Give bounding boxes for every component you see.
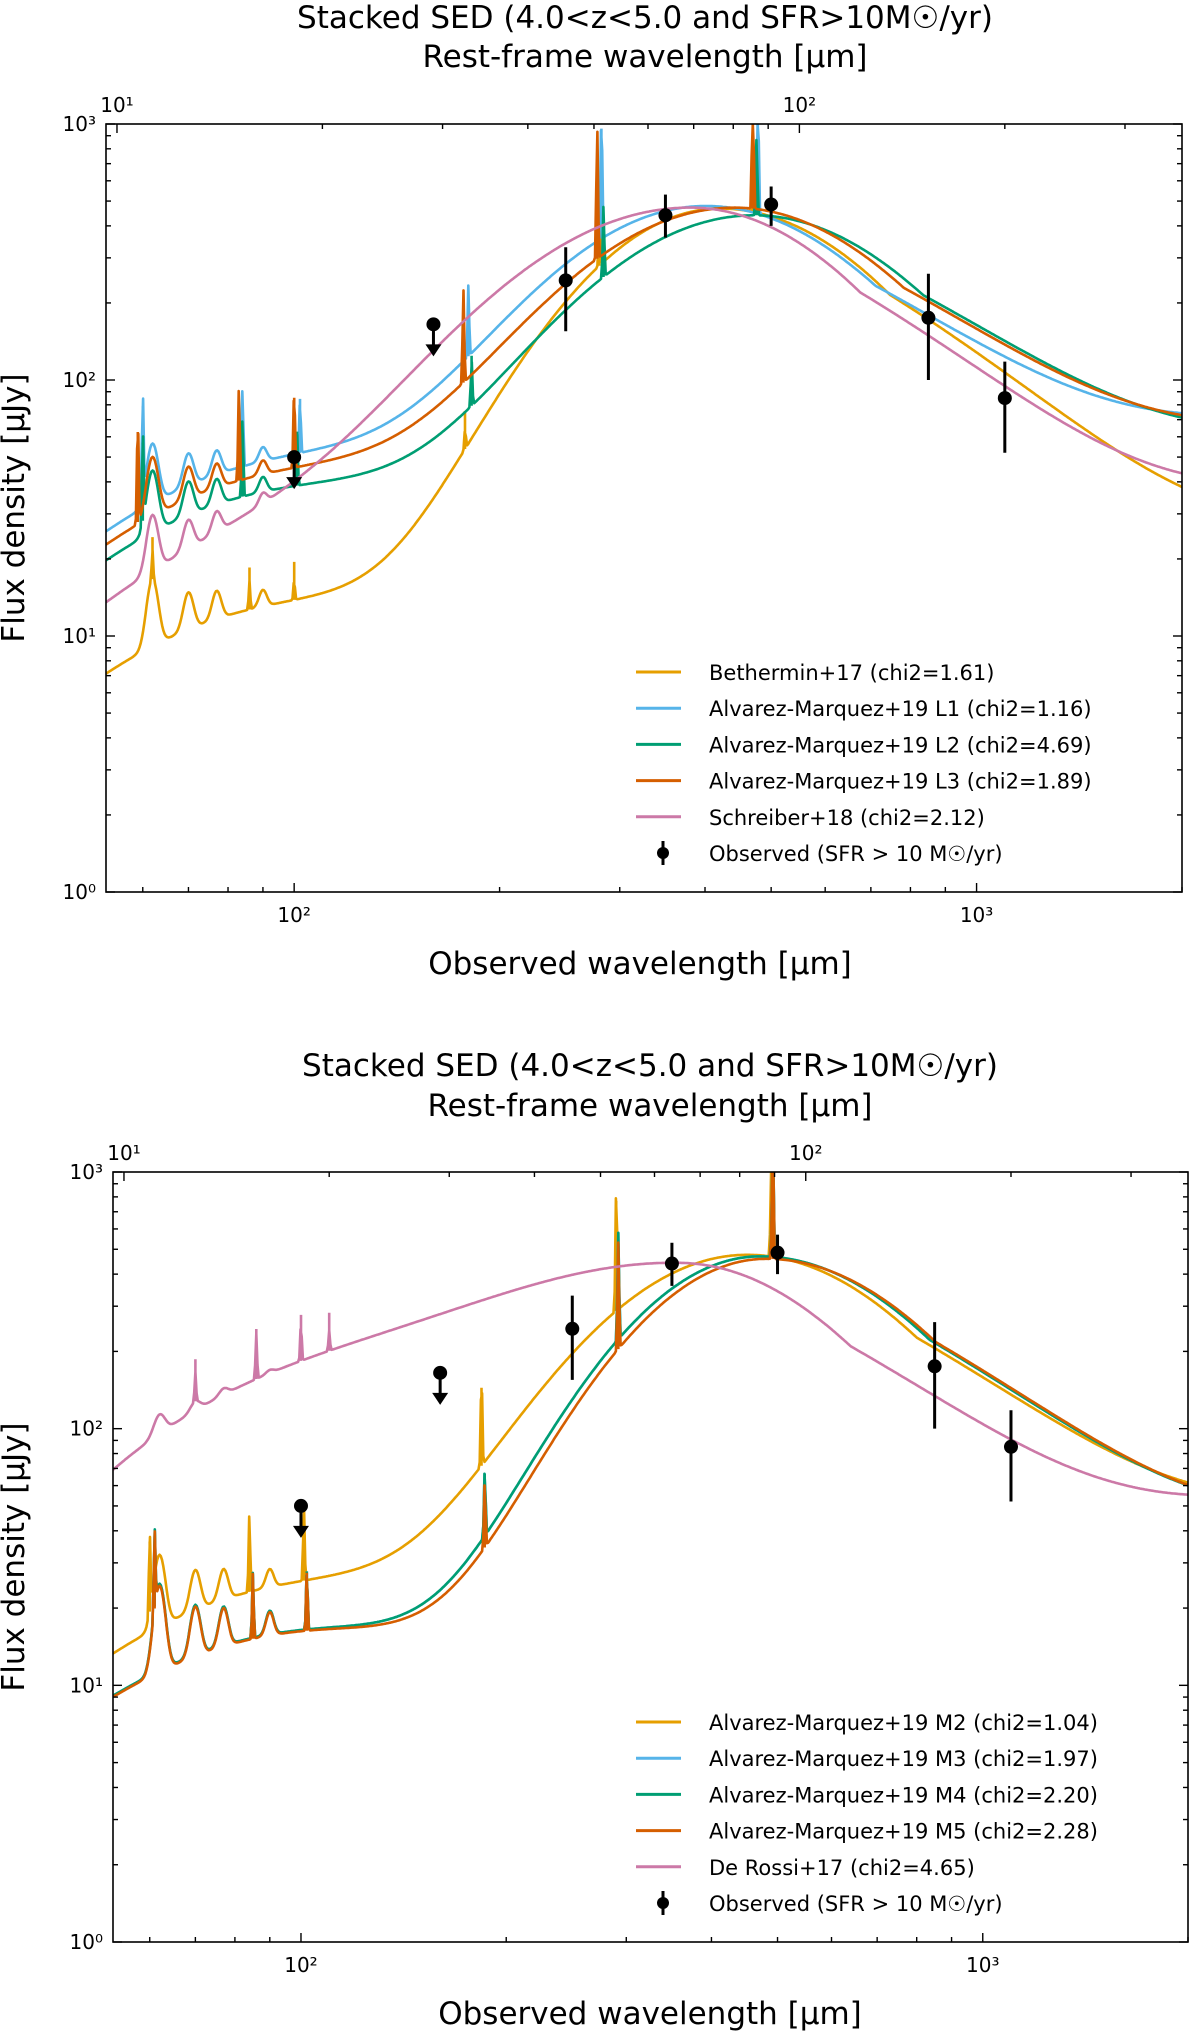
y-tick-label: 10³ [70, 1160, 103, 1184]
legend-label: Alvarez-Marquez+19 L2 (chi2=4.69) [709, 733, 1092, 757]
series-line [106, 138, 1182, 562]
upper-limit-arrow [432, 1392, 449, 1405]
top-axis-label: Rest-frame wavelength [μm] [427, 1088, 872, 1124]
legend-entry: Alvarez-Marquez+19 L3 (chi2=1.89) [636, 770, 1092, 794]
y-tick-label: 10⁰ [70, 1930, 103, 1954]
series-line [113, 1172, 1188, 1699]
x-tick-label: 10² [284, 1953, 317, 1977]
observed-point [764, 197, 779, 212]
series-line [106, 157, 1182, 675]
y-axis-label: Flux density [μJy] [0, 1422, 32, 1691]
y-tick-label: 10² [63, 368, 96, 392]
top-tick-label: 10¹ [100, 93, 133, 117]
sed-panel-top: Stacked SED (4.0<z<5.0 and SFR>10M☉/yr) … [0, 0, 1183, 982]
legend-label: De Rossi+17 (chi2=4.65) [709, 1856, 975, 1880]
y-tick-label: 10⁰ [63, 880, 96, 904]
x-tick-label: 10² [277, 903, 310, 927]
legend-label: Alvarez-Marquez+19 M3 (chi2=1.97) [709, 1747, 1098, 1771]
upper-limit-point [426, 317, 441, 332]
upper-limit-arrow [292, 1525, 309, 1538]
x-tick-label: 10³ [966, 1953, 999, 1977]
legend-entry: Alvarez-Marquez+19 M4 (chi2=2.20) [636, 1783, 1098, 1807]
observed-point [658, 208, 673, 223]
series-line [106, 206, 1182, 604]
upper-limit-point [433, 1365, 448, 1380]
legend-entry: Schreiber+18 (chi2=2.12) [636, 806, 985, 830]
legend-label: Alvarez-Marquez+19 L1 (chi2=1.16) [709, 697, 1092, 721]
upper-limit-point [287, 450, 302, 465]
legend-marker [657, 1897, 669, 1909]
y-tick-label: 10³ [63, 112, 96, 136]
observed-point [921, 310, 936, 325]
series-line [106, 124, 1182, 546]
upper-limit-arrow [425, 344, 442, 357]
series-line [113, 1261, 1188, 1496]
y-axis-label: Flux density [μJy] [0, 373, 32, 642]
observed-point [558, 273, 573, 288]
observed-point [770, 1245, 785, 1260]
y-tick-label: 10¹ [63, 624, 96, 648]
legend: Alvarez-Marquez+19 M2 (chi2=1.04) Alvarez… [636, 1711, 1098, 1916]
upper-limit-arrow [286, 477, 303, 490]
series-line [113, 1172, 1188, 1697]
observed-point [927, 1359, 942, 1374]
legend-entry: Observed (SFR > 10 M☉/yr) [657, 1891, 1003, 1916]
legend-marker [657, 847, 669, 859]
sed-panel-bottom: Stacked SED (4.0<z<5.0 and SFR>10M☉/yr) … [0, 1048, 1189, 2032]
legend-entry: Alvarez-Marquez+19 M3 (chi2=1.97) [636, 1747, 1098, 1771]
top-tick-label: 10² [783, 93, 816, 117]
legend-entry: Bethermin+17 (chi2=1.61) [636, 661, 994, 685]
legend-label: Alvarez-Marquez+19 M2 (chi2=1.04) [709, 1711, 1098, 1735]
legend-label: Observed (SFR > 10 M☉/yr) [709, 1892, 1003, 1916]
legend-entry: Observed (SFR > 10 M☉/yr) [657, 841, 1003, 866]
x-tick-label: 10³ [960, 903, 993, 927]
top-tick-label: 10¹ [107, 1141, 140, 1165]
top-axis-label: Rest-frame wavelength [μm] [422, 39, 867, 75]
series-line [106, 124, 1182, 533]
model-curves [113, 1172, 1188, 1699]
observed-point [1003, 1439, 1018, 1454]
legend: Bethermin+17 (chi2=1.61) Alvarez-Marquez+… [636, 661, 1092, 866]
x-axis-label: Observed wavelength [μm] [428, 946, 852, 982]
x-axis-label: Observed wavelength [μm] [438, 1996, 862, 2032]
legend-entry: Alvarez-Marquez+19 M5 (chi2=2.28) [636, 1820, 1098, 1844]
upper-limit-point [293, 1498, 308, 1513]
observed-points [286, 186, 1012, 490]
model-curves [106, 124, 1182, 675]
chart-title: Stacked SED (4.0<z<5.0 and SFR>10M☉/yr) [297, 0, 993, 36]
legend-entry: De Rossi+17 (chi2=4.65) [636, 1856, 975, 1880]
legend-label: Observed (SFR > 10 M☉/yr) [709, 842, 1003, 866]
series-line [113, 1172, 1188, 1655]
legend-label: Alvarez-Marquez+19 L3 (chi2=1.89) [709, 770, 1092, 794]
plot-frame [112, 1171, 1189, 1943]
legend-label: Schreiber+18 (chi2=2.12) [709, 806, 985, 830]
legend-label: Alvarez-Marquez+19 M5 (chi2=2.28) [709, 1820, 1098, 1844]
legend-label: Alvarez-Marquez+19 M4 (chi2=2.20) [709, 1783, 1098, 1807]
legend-label: Bethermin+17 (chi2=1.61) [709, 661, 994, 685]
chart-title: Stacked SED (4.0<z<5.0 and SFR>10M☉/yr) [302, 1048, 998, 1084]
y-tick-label: 10¹ [70, 1673, 103, 1697]
observed-point [997, 391, 1012, 406]
legend-entry: Alvarez-Marquez+19 L2 (chi2=4.69) [636, 733, 1092, 757]
plot-frame [105, 123, 1183, 893]
legend-entry: Alvarez-Marquez+19 M2 (chi2=1.04) [636, 1711, 1098, 1735]
legend-entry: Alvarez-Marquez+19 L1 (chi2=1.16) [636, 697, 1092, 721]
observed-points [292, 1234, 1018, 1538]
y-tick-label: 10² [70, 1417, 103, 1441]
top-tick-label: 10² [789, 1141, 822, 1165]
observed-point [565, 1321, 580, 1336]
observed-point [664, 1256, 679, 1271]
